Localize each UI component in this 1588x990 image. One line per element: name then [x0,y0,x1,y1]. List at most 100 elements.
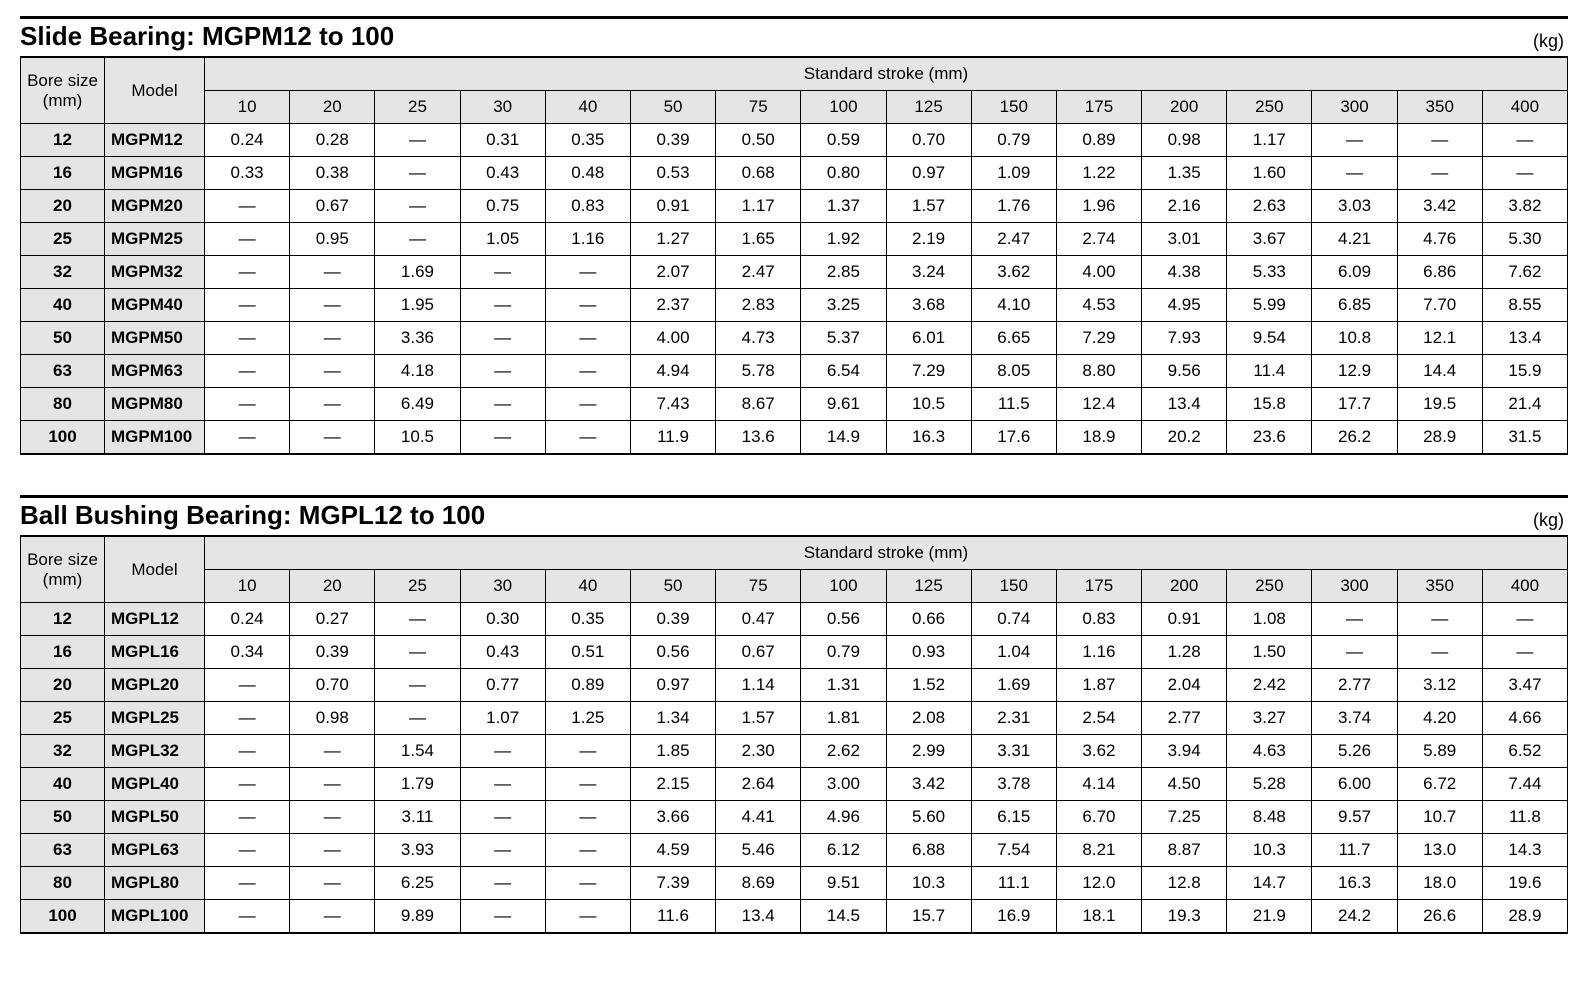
value-cell: — [1397,124,1482,157]
value-cell: 4.95 [1142,289,1227,322]
stroke-header: 30 [460,570,545,603]
value-cell: 3.11 [375,801,460,834]
value-cell: 28.9 [1397,421,1482,455]
value-cell: 10.8 [1312,322,1397,355]
value-cell: 8.48 [1227,801,1312,834]
value-cell: 3.74 [1312,702,1397,735]
value-cell: 0.38 [290,157,375,190]
value-cell: 0.53 [630,157,715,190]
value-cell: 6.25 [375,867,460,900]
value-cell: 1.69 [375,256,460,289]
value-cell: 6.54 [801,355,886,388]
value-cell: 0.98 [290,702,375,735]
value-cell: 6.70 [1056,801,1141,834]
value-cell: 2.83 [716,289,801,322]
table-row: 12MGPM120.240.28—0.310.350.390.500.590.7… [21,124,1568,157]
value-cell: 0.39 [630,603,715,636]
value-cell: 2.19 [886,223,971,256]
value-cell: 2.42 [1227,669,1312,702]
value-cell: — [290,256,375,289]
stroke-header: 40 [545,91,630,124]
stroke-header: 350 [1397,570,1482,603]
model-cell: MGPM80 [105,388,205,421]
value-cell: 2.77 [1142,702,1227,735]
model-cell: MGPM20 [105,190,205,223]
stroke-header: 350 [1397,91,1482,124]
value-cell: 0.77 [460,669,545,702]
value-cell: 2.04 [1142,669,1227,702]
value-cell: — [545,421,630,455]
value-cell: 10.3 [1227,834,1312,867]
value-cell: 0.97 [630,669,715,702]
value-cell: — [290,867,375,900]
value-cell: 0.91 [630,190,715,223]
value-cell: 0.39 [290,636,375,669]
value-cell: 1.17 [1227,124,1312,157]
model-cell: MGPL80 [105,867,205,900]
value-cell: 7.62 [1482,256,1567,289]
value-cell: — [460,768,545,801]
model-cell: MGPM40 [105,289,205,322]
value-cell: 1.04 [971,636,1056,669]
bore-cell: 16 [21,636,105,669]
value-cell: 3.62 [1056,735,1141,768]
value-cell: — [1312,636,1397,669]
value-cell: 1.35 [1142,157,1227,190]
value-cell: 1.16 [1056,636,1141,669]
value-cell: 1.92 [801,223,886,256]
value-cell: 3.93 [375,834,460,867]
stroke-header: 125 [886,91,971,124]
stroke-header: 300 [1312,570,1397,603]
table-row: 20MGPL20—0.70—0.770.890.971.141.311.521.… [21,669,1568,702]
value-cell: — [205,355,290,388]
value-cell: 2.63 [1227,190,1312,223]
value-cell: 3.24 [886,256,971,289]
value-cell: 0.68 [716,157,801,190]
value-cell: 2.07 [630,256,715,289]
col-header-stroke: Standard stroke (mm) [205,536,1568,570]
value-cell: 0.51 [545,636,630,669]
value-cell: — [290,421,375,455]
value-cell: 9.56 [1142,355,1227,388]
value-cell: 28.9 [1482,900,1567,934]
value-cell: 0.79 [801,636,886,669]
value-cell: 3.42 [1397,190,1482,223]
value-cell: 7.44 [1482,768,1567,801]
value-cell: 0.67 [716,636,801,669]
value-cell: — [1482,124,1567,157]
value-cell: 0.74 [971,603,1056,636]
stroke-header: 25 [375,91,460,124]
value-cell: — [460,322,545,355]
value-cell: 13.0 [1397,834,1482,867]
value-cell: 0.31 [460,124,545,157]
value-cell: 3.36 [375,322,460,355]
value-cell: 26.2 [1312,421,1397,455]
value-cell: 8.67 [716,388,801,421]
value-cell: — [290,289,375,322]
value-cell: 2.16 [1142,190,1227,223]
col-header-model: Model [105,536,205,603]
value-cell: 3.94 [1142,735,1227,768]
value-cell: 14.4 [1397,355,1482,388]
table-row: 100MGPL100——9.89——11.613.414.515.716.918… [21,900,1568,934]
model-cell: MGPM32 [105,256,205,289]
model-cell: MGPL25 [105,702,205,735]
table-title-row: Ball Bushing Bearing: MGPL12 to 100(kg) [20,495,1568,531]
value-cell: 7.54 [971,834,1056,867]
value-cell: 3.00 [801,768,886,801]
value-cell: 3.01 [1142,223,1227,256]
value-cell: 1.28 [1142,636,1227,669]
bore-cell: 25 [21,702,105,735]
value-cell: 4.14 [1056,768,1141,801]
stroke-header: 50 [630,570,715,603]
value-cell: 21.4 [1482,388,1567,421]
value-cell: 0.56 [801,603,886,636]
value-cell: — [205,900,290,934]
value-cell: 1.31 [801,669,886,702]
value-cell: — [375,190,460,223]
bore-cell: 25 [21,223,105,256]
value-cell: 1.14 [716,669,801,702]
value-cell: 1.34 [630,702,715,735]
value-cell: — [1397,157,1482,190]
value-cell: 5.33 [1227,256,1312,289]
